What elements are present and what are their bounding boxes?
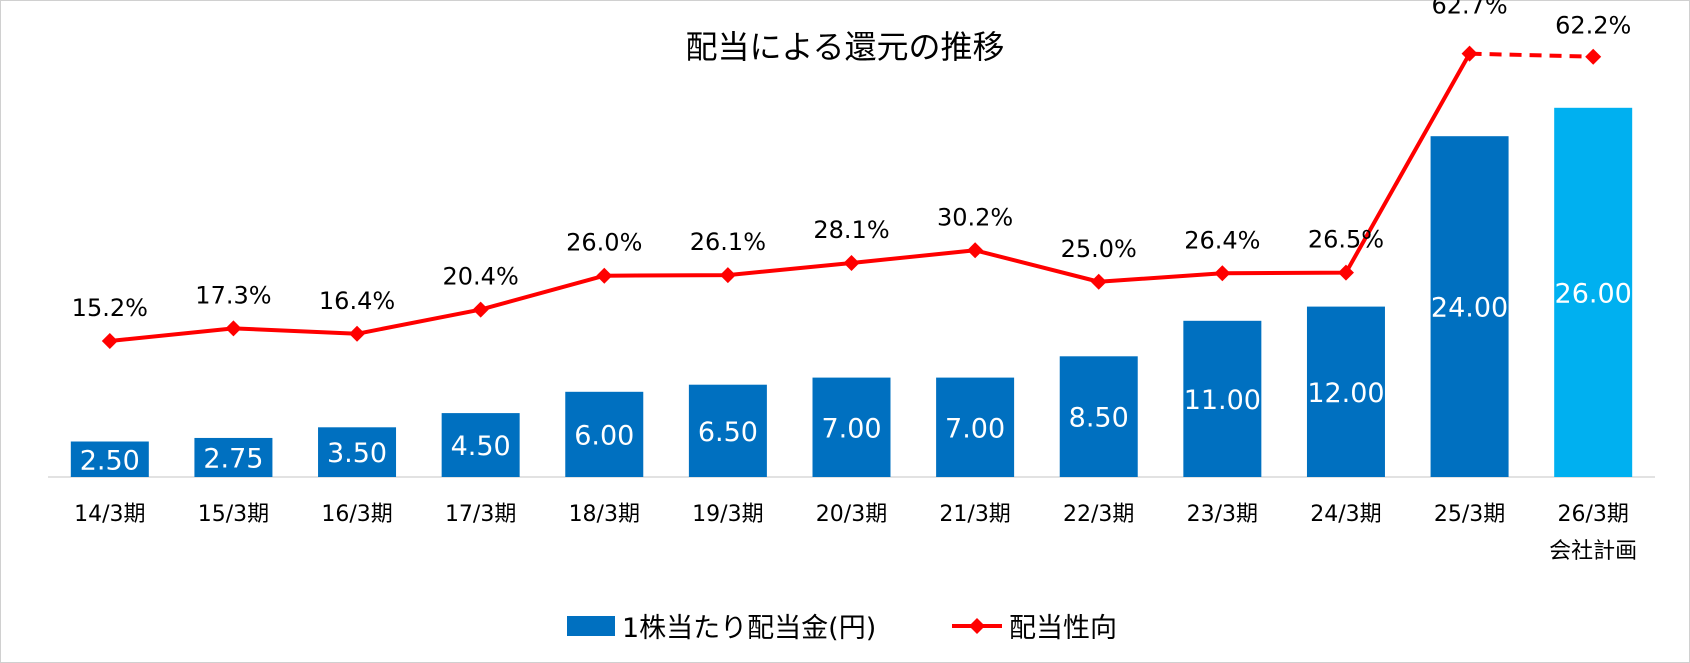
payout-marker-3	[472, 301, 489, 318]
payout-marker-1	[225, 320, 242, 337]
payout-label-3: 20.4%	[443, 263, 519, 291]
bar-value-label-9: 11.00	[1184, 385, 1261, 416]
bar-10	[1306, 306, 1385, 477]
bar-6	[812, 377, 891, 477]
payout-label-1: 17.3%	[195, 281, 271, 309]
payout-marker-2	[349, 325, 366, 342]
bar-12	[1554, 107, 1633, 478]
category-label-12: 26/3期	[1557, 502, 1628, 527]
payout-marker-12	[1585, 48, 1602, 65]
category-label-7: 21/3期	[939, 502, 1010, 527]
legend-bar-swatch	[567, 616, 615, 636]
legend-line-marker	[969, 618, 985, 634]
payout-label-12: 62.2%	[1555, 12, 1631, 40]
payout-marker-4	[596, 267, 613, 284]
payout-label-2: 16.4%	[319, 287, 395, 315]
category-label-6: 20/3期	[816, 502, 887, 527]
legend-line-label: 配当性向	[1009, 613, 1117, 644]
bar-4	[565, 391, 644, 477]
category-label-1: 15/3期	[198, 502, 269, 527]
bar-value-label-11: 24.00	[1431, 293, 1508, 324]
bar-2	[318, 427, 397, 477]
category-label-0: 14/3期	[74, 502, 145, 527]
bar-value-label-2: 3.50	[327, 438, 387, 469]
bar-value-label-10: 12.00	[1307, 378, 1384, 409]
bar-value-label-1: 2.75	[203, 443, 263, 474]
bar-value-label-6: 7.00	[821, 413, 881, 444]
category-label-3: 17/3期	[445, 502, 516, 527]
payout-label-4: 26.0%	[566, 229, 642, 257]
category-label-12-line2: 会社計画	[1549, 539, 1637, 564]
bar-value-label-0: 2.50	[80, 445, 140, 476]
payout-label-7: 30.2%	[937, 203, 1013, 231]
bar-1	[194, 437, 273, 477]
payout-marker-8	[1090, 273, 1107, 290]
payout-marker-5	[719, 267, 736, 284]
bar-8	[1059, 356, 1138, 477]
bar-value-label-4: 6.00	[574, 420, 634, 451]
payout-label-0: 15.2%	[72, 294, 148, 322]
category-label-11: 25/3期	[1434, 502, 1505, 527]
bar-value-label-12: 26.00	[1555, 278, 1632, 309]
bar-value-label-5: 6.50	[698, 417, 758, 448]
payout-label-11: 62.7%	[1431, 0, 1507, 20]
legend-bar-label: 1株当たり配当金(円)	[622, 613, 876, 644]
payout-marker-6	[843, 254, 860, 271]
bar-7	[936, 377, 1015, 477]
chart-title: 配当による還元の推移	[685, 28, 1005, 66]
payout-ratio-forecast-line	[1469, 51, 1594, 59]
bar-value-label-7: 7.00	[945, 413, 1005, 444]
bar-value-label-3: 4.50	[451, 431, 511, 462]
payout-label-5: 26.1%	[690, 228, 766, 256]
bar-value-label-8: 8.50	[1069, 403, 1129, 434]
category-label-5: 19/3期	[692, 502, 763, 527]
payout-ratio-line	[109, 52, 1472, 344]
category-label-10: 24/3期	[1310, 502, 1381, 527]
category-label-2: 16/3期	[321, 502, 392, 527]
payout-marker-10	[1337, 264, 1354, 281]
bar-9	[1183, 320, 1262, 477]
payout-marker-9	[1214, 265, 1231, 282]
category-label-9: 23/3期	[1187, 502, 1258, 527]
payout-label-8: 25.0%	[1061, 235, 1137, 263]
payout-label-6: 28.1%	[813, 216, 889, 244]
bar-3	[441, 413, 520, 477]
payout-marker-0	[101, 333, 118, 350]
bar-11	[1430, 136, 1509, 477]
payout-marker-11	[1461, 45, 1478, 62]
payout-marker-7	[967, 242, 984, 259]
category-label-8: 22/3期	[1063, 502, 1134, 527]
category-label-4: 18/3期	[569, 502, 640, 527]
payout-label-10: 26.5%	[1308, 226, 1384, 254]
bar-0	[70, 441, 149, 477]
bar-5	[688, 384, 767, 477]
payout-label-9: 26.4%	[1184, 226, 1260, 254]
